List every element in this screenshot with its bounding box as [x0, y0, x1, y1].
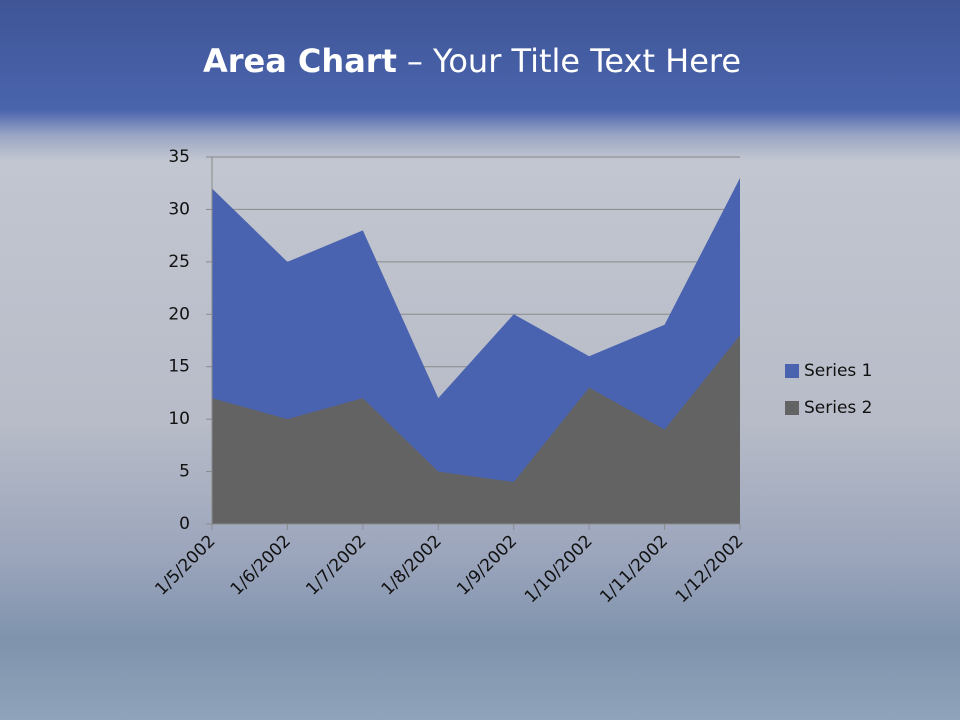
legend-label: Series 1: [804, 361, 873, 381]
y-tick-label: 30: [168, 199, 190, 219]
legend-label: Series 2: [804, 398, 873, 418]
x-tick-label: 1/6/2002: [227, 531, 295, 599]
x-tick-label: 1/5/2002: [151, 531, 219, 599]
x-tick-label: 1/9/2002: [453, 531, 521, 599]
y-tick-label: 35: [168, 147, 190, 167]
x-tick-label: 1/7/2002: [302, 531, 370, 599]
y-tick-label: 0: [179, 514, 190, 534]
slide-title: Area Chart – Your Title Text Here: [203, 42, 741, 80]
y-tick-label: 10: [168, 409, 190, 429]
y-tick-label: 20: [168, 304, 190, 324]
x-tick-label: 1/12/2002: [672, 531, 748, 607]
title-bold: Area Chart: [203, 42, 397, 80]
area: [212, 335, 740, 524]
x-tick-label: 1/11/2002: [596, 531, 672, 607]
x-tick-label: 1/8/2002: [378, 531, 446, 599]
y-tick-label: 5: [179, 462, 190, 482]
y-tick-label: 25: [168, 252, 190, 272]
x-tick-label: 1/10/2002: [521, 531, 597, 607]
legend-swatch: [785, 401, 799, 415]
legend-swatch: [785, 364, 799, 378]
title-text: – Your Title Text Here: [407, 42, 741, 80]
y-tick-label: 15: [168, 357, 190, 377]
